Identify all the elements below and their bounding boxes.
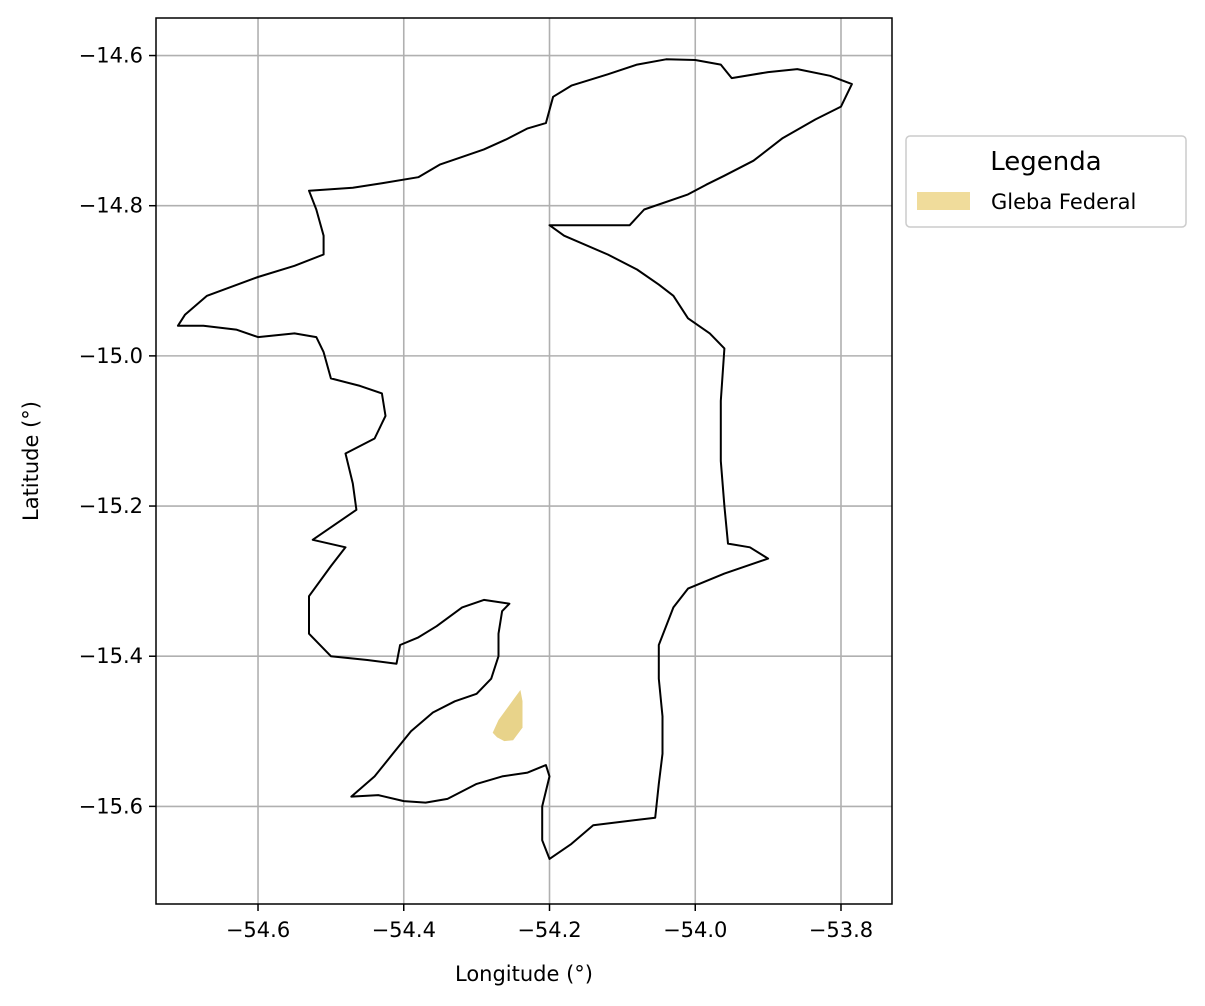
y-axis-label: Latitude (°) (19, 401, 43, 521)
municipality-boundary (176, 58, 853, 860)
y-tick-label: −14.6 (79, 44, 143, 68)
axis-ticks: −54.6 −54.4 −54.2 −54.0 −53.8 −14.6 −14.8 −15.0… (79, 44, 874, 942)
legend-box (905, 135, 1187, 228)
x-tick-label: −54.0 (663, 918, 727, 942)
legend-swatch-gleba-federal (917, 192, 970, 210)
map-features (176, 58, 853, 860)
legend-label-gleba-federal: Gleba Federal (991, 190, 1136, 214)
plot-area-frame (155, 17, 893, 905)
y-tick-label: −14.8 (79, 194, 143, 218)
legend: Legenda Gleba Federal (905, 135, 1187, 228)
x-tick-label: −54.6 (226, 918, 290, 942)
y-tick-label: −15.2 (79, 494, 143, 518)
x-tick-label: −53.8 (809, 918, 873, 942)
y-tick-label: −15.6 (79, 794, 143, 818)
x-tick-label: −54.4 (372, 918, 436, 942)
y-tick-label: −15.0 (79, 344, 143, 368)
legend-title: Legenda (990, 147, 1101, 177)
y-tick-label: −15.4 (79, 644, 143, 668)
x-tick-label: −54.2 (517, 918, 581, 942)
x-axis-label: Longitude (°) (455, 962, 593, 986)
grid (156, 18, 892, 904)
gleba-federal-area (492, 690, 523, 742)
